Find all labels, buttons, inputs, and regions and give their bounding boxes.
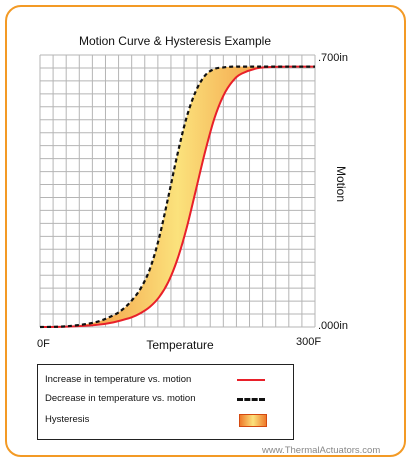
series-lines (39, 65, 316, 329)
chart-title: Motion Curve & Hysteresis Example (78, 34, 272, 48)
legend-label-increase: Increase in temperature vs. motion (45, 374, 192, 385)
series-increase-line (39, 65, 316, 328)
legend-label-hysteresis: Hysteresis (45, 414, 90, 425)
legend-swatch-hysteresis (239, 414, 267, 427)
series-decrease-line (39, 65, 315, 329)
x-tick-max: 300F (296, 336, 322, 348)
y-tick-min: .000in (318, 320, 348, 332)
legend (37, 364, 294, 440)
hysteresis-area (40, 66, 315, 328)
watermark-text: www.ThermalActuators.com (262, 445, 381, 456)
x-axis-label: Temperature (146, 338, 214, 352)
legend-swatch-increase (237, 379, 265, 381)
legend-swatch-decrease (237, 398, 265, 401)
legend-label-decrease: Decrease in temperature vs. motion (45, 393, 196, 404)
x-tick-min: 0F (37, 338, 50, 350)
y-tick-max: .700in (318, 52, 348, 64)
hysteresis-area-group (40, 66, 315, 328)
